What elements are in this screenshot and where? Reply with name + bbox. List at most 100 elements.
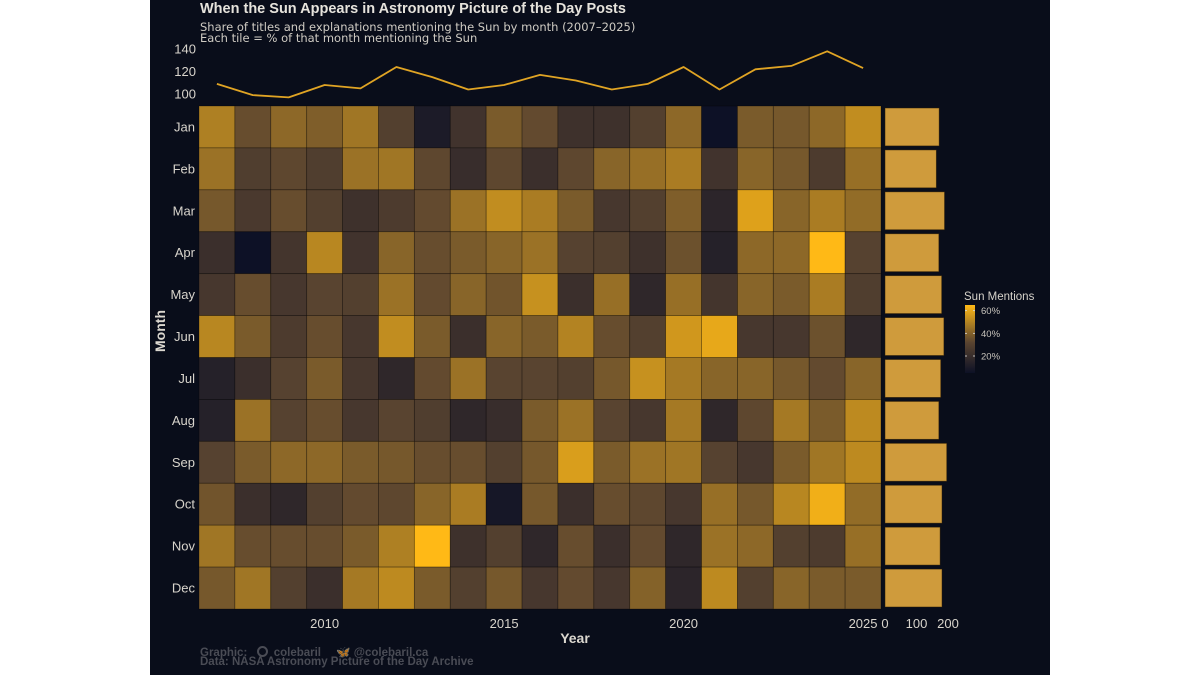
- month-label: May: [170, 287, 195, 302]
- heatmap-tile: [521, 440, 559, 484]
- heatmap-tile: [449, 566, 487, 610]
- heatmap-tile: [234, 315, 272, 358]
- heatmap-tile: [413, 189, 451, 233]
- chart-title: When the Sun Appears in Astronomy Pictur…: [200, 1, 626, 17]
- heatmap-tile: [557, 399, 595, 442]
- heatmap-tile: [306, 440, 343, 484]
- month-label: Dec: [172, 581, 196, 596]
- heatmap-tile: [449, 357, 487, 400]
- heatmap-tile: [413, 231, 451, 275]
- month-label: Mar: [173, 203, 196, 218]
- heatmap-tile: [665, 357, 702, 400]
- heatmap-tile: [737, 189, 774, 233]
- heatmap-tile: [306, 482, 343, 526]
- heatmap-tile: [270, 440, 308, 484]
- heatmap-tile: [485, 482, 523, 526]
- heatmap-tile: [198, 482, 236, 526]
- heatmap-tile: [593, 357, 631, 400]
- heatmap-tile: [449, 189, 487, 233]
- heatmap-tile: [306, 105, 343, 149]
- heatmap-tile: [665, 189, 702, 233]
- heatmap-tile: [737, 105, 774, 149]
- heatmap-tile: [593, 105, 631, 149]
- heatmap-tile: [772, 440, 810, 484]
- heatmap-tile: [665, 440, 702, 484]
- heatmap-tile: [449, 105, 487, 149]
- heatmap-tile: [378, 315, 415, 358]
- heatmap-tile: [629, 524, 667, 568]
- heatmap-tile: [413, 315, 451, 358]
- heatmap-tile: [593, 147, 631, 191]
- heatmap-tile: [701, 482, 738, 526]
- heatmap-tile: [737, 440, 774, 484]
- heatmap-tile: [521, 105, 559, 149]
- heatmap-tile: [342, 482, 379, 526]
- heatmap-tile: [485, 524, 523, 568]
- year-tick-label: 2010: [310, 616, 339, 631]
- heatmap-tile: [270, 273, 308, 316]
- heatmap-tile: [198, 566, 236, 610]
- legend-tick-label: 20%: [981, 352, 1001, 363]
- heatmap-tile: [378, 357, 415, 400]
- bar-x-tick-label: 100: [906, 616, 928, 631]
- heatmap-tile: [844, 189, 882, 233]
- heatmap-tile: [306, 147, 343, 191]
- month-bar: [884, 359, 942, 398]
- heatmap-tile: [198, 147, 236, 191]
- bluesky-icon: 🦋: [336, 647, 351, 659]
- heatmap-tile: [701, 440, 738, 484]
- heatmap-tile: [521, 273, 559, 316]
- legend-title: Sun Mentions: [964, 291, 1035, 303]
- month-label: Apr: [175, 245, 196, 260]
- heatmap-tile: [449, 273, 487, 316]
- heatmap-tile: [198, 440, 236, 484]
- heatmap-tile: [413, 147, 451, 191]
- y-axis-month-labels: Jan Feb Mar Apr May Jun Jul Aug Sep Oct Nov Dec: [170, 119, 195, 595]
- heatmap-tile: [378, 399, 415, 442]
- heatmap-tile: [306, 566, 343, 610]
- heatmap-tile: [808, 147, 846, 191]
- heatmap-tile: [270, 147, 308, 191]
- heatmap-tile: [521, 566, 559, 610]
- heatmap-tile: [306, 189, 343, 233]
- heatmap-tile: [772, 357, 810, 400]
- heatmap-tile: [808, 315, 846, 358]
- heatmap-tile: [342, 147, 379, 191]
- heatmap-tile: [342, 566, 379, 610]
- heatmap-tile: [342, 315, 379, 358]
- heatmap-tile: [808, 105, 846, 149]
- heatmap-tile: [844, 482, 882, 526]
- caption-graphic-label: Graphic:: [200, 647, 248, 659]
- caption-graphic: Graphic: colebaril 🦋 @colebaril.ca: [200, 645, 428, 659]
- heatmap-tile: [737, 315, 774, 358]
- heatmap-tile: [844, 440, 882, 484]
- month-label: Oct: [175, 497, 196, 512]
- heatmap-tile: [378, 566, 415, 610]
- heatmap-tile: [413, 482, 451, 526]
- bar-x-tick-label: 0: [881, 616, 888, 631]
- heatmap-tile: [737, 147, 774, 191]
- heatmap-tile: [521, 482, 559, 526]
- heatmap-tile: [737, 482, 774, 526]
- heatmap-tile: [629, 189, 667, 233]
- heatmap-tile: [557, 273, 595, 316]
- month-bar: [884, 526, 941, 566]
- heatmap-tile: [772, 147, 810, 191]
- heatmap: [198, 105, 882, 610]
- heatmap-tile: [270, 189, 308, 233]
- x-axis-title: Year: [560, 630, 590, 646]
- heatmap-tile: [198, 231, 236, 275]
- heatmap-tile: [378, 524, 415, 568]
- heatmap-tile: [629, 357, 667, 400]
- heatmap-tile: [234, 273, 272, 316]
- heatmap-tile: [521, 147, 559, 191]
- heatmap-tile: [701, 524, 738, 568]
- heatmap-tile: [378, 273, 415, 316]
- heatmap-tile: [701, 273, 738, 316]
- heatmap-tile: [485, 273, 523, 316]
- heatmap-tile: [629, 147, 667, 191]
- heatmap-tile: [449, 524, 487, 568]
- heatmap-tile: [342, 273, 379, 316]
- heatmap-tile: [665, 147, 702, 191]
